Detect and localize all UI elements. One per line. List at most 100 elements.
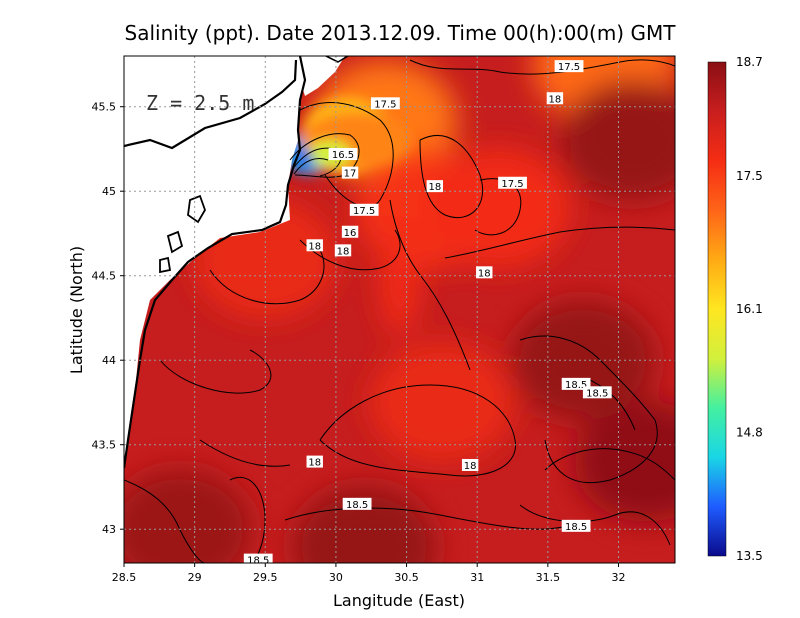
contour-label-box bbox=[426, 180, 444, 193]
colorbar-tick-17.5: 17.5 bbox=[736, 169, 763, 183]
contour-label-0: 17.5 bbox=[554, 60, 584, 73]
x-tick-label-30.5: 30.5 bbox=[394, 571, 419, 584]
colorbar-tick-13.5: 13.5 bbox=[736, 549, 763, 563]
contour-label-15: 18 bbox=[461, 458, 479, 472]
y-tick-label-43.5: 43.5 bbox=[92, 439, 117, 452]
y-tick-label-44: 44 bbox=[102, 354, 116, 367]
contour-label-box bbox=[561, 519, 591, 532]
y-tick-label-45.5: 45.5 bbox=[92, 101, 117, 114]
x-tick-label-29: 29 bbox=[188, 571, 202, 584]
contour-label-box bbox=[341, 166, 359, 179]
lagoon-shore bbox=[124, 59, 298, 150]
contour-label-text: 18 bbox=[549, 94, 562, 105]
y-tick-label-43: 43 bbox=[102, 523, 116, 536]
contour-label-box bbox=[341, 225, 359, 238]
contour-label-4: 17 bbox=[341, 166, 359, 180]
contour-label-text: 18 bbox=[478, 268, 491, 279]
plot-frame bbox=[123, 55, 676, 564]
chart-title: Salinity (ppt). Date 2013.12.09. Time 00… bbox=[125, 21, 677, 45]
contour-label-box bbox=[342, 497, 372, 510]
contour-label-7: 17.5 bbox=[349, 203, 379, 217]
contour-label-16: 18.5 bbox=[342, 497, 372, 511]
contour-label-text: 18.5 bbox=[346, 500, 368, 511]
contour-label-box bbox=[554, 60, 584, 73]
x-tick-label-32: 32 bbox=[611, 571, 625, 584]
depth-annotation: Z = 2.5 m bbox=[146, 91, 254, 115]
contour-label-text: 18.5 bbox=[586, 388, 608, 399]
x-tick-label-30: 30 bbox=[329, 571, 343, 584]
contour-label-box bbox=[349, 203, 379, 216]
contour-label-text: 18.5 bbox=[565, 522, 587, 533]
contour-label-box bbox=[370, 97, 400, 110]
contour-label-text: 18 bbox=[464, 461, 477, 472]
contour-label-box bbox=[243, 553, 273, 563]
contour-label-box bbox=[461, 458, 479, 471]
contour-label-9: 18 bbox=[306, 239, 323, 252]
salinity-high-11 bbox=[292, 486, 437, 563]
contour-label-text: 16.5 bbox=[332, 150, 354, 161]
colorbar-tick-16.1: 16.1 bbox=[736, 302, 763, 316]
contour-label-text: 17.5 bbox=[501, 179, 523, 190]
x-tick-label-29.5: 29.5 bbox=[253, 571, 278, 584]
contour-label-14: 18 bbox=[306, 455, 323, 469]
contour-label-8: 16 bbox=[341, 225, 359, 239]
contour-label-text: 16 bbox=[344, 228, 357, 239]
contour-label-box bbox=[582, 386, 612, 399]
x-tick-label-31: 31 bbox=[470, 571, 484, 584]
contour-label-1: 18 bbox=[546, 92, 564, 105]
y-tick-label-44.5: 44.5 bbox=[92, 270, 117, 283]
colorbar-ticks: 13.5 14.8 16.1 17.5 18.7 bbox=[736, 55, 763, 563]
colorbar bbox=[707, 61, 727, 557]
north-shore bbox=[325, 56, 349, 63]
contour-label-2: 17.5 bbox=[370, 97, 400, 110]
salinity-high-9 bbox=[574, 401, 675, 522]
y-tick-label-45: 45 bbox=[102, 185, 116, 198]
contour-label-text: 18 bbox=[308, 241, 321, 252]
salinity-field bbox=[124, 56, 675, 563]
contour-label-box bbox=[498, 176, 527, 189]
x-axis-label: Langitude (East) bbox=[333, 591, 465, 610]
contour-label-13: 18.5 bbox=[582, 386, 612, 399]
contour-label-box bbox=[476, 266, 493, 279]
contour-label-text: 17.5 bbox=[558, 62, 580, 73]
contour-label-17: 18.5 bbox=[561, 519, 591, 533]
salinity-low-6 bbox=[426, 148, 571, 269]
contour-label-box bbox=[546, 92, 564, 105]
contour-label-text: 17.5 bbox=[374, 99, 396, 110]
contour-label-text: 18 bbox=[428, 182, 441, 193]
contour-label-text: 17 bbox=[344, 169, 357, 180]
y-axis-ticks: 43 43.5 44 44.5 45 45.5 bbox=[92, 101, 124, 536]
salinity-high-13 bbox=[560, 80, 675, 201]
land-mask bbox=[124, 56, 305, 468]
contour-label-box bbox=[306, 455, 323, 468]
x-tick-label-28.5: 28.5 bbox=[112, 571, 137, 584]
colorbar-tick-18.7: 18.7 bbox=[736, 55, 763, 69]
inland-lakes bbox=[159, 194, 206, 274]
contour-label-box bbox=[328, 148, 358, 161]
contour-label-text: 17.5 bbox=[353, 206, 375, 217]
contour-label-5: 18 bbox=[426, 180, 444, 193]
salinity-low-7 bbox=[369, 342, 514, 463]
x-axis-ticks: 28.5 29 29.5 30 30.5 31 31.5 32 bbox=[112, 563, 625, 584]
contour-label-box bbox=[334, 244, 352, 257]
contour-label-text: 18.5 bbox=[247, 556, 269, 567]
contour-label-text: 18 bbox=[337, 246, 350, 257]
salinity-high-10 bbox=[511, 300, 656, 421]
contour-label-10: 18 bbox=[334, 244, 352, 257]
contour-label-text: 18.5 bbox=[565, 380, 587, 391]
salinity-high-12 bbox=[124, 469, 253, 563]
contour-label-box bbox=[306, 239, 323, 252]
x-tick-label-31.5: 31.5 bbox=[536, 571, 561, 584]
contour-label-11: 18 bbox=[476, 266, 493, 279]
land-mask-north bbox=[300, 56, 345, 96]
contour-label-text: 18 bbox=[308, 458, 321, 469]
contour-label-6: 17.5 bbox=[498, 176, 527, 190]
y-axis-label: Latitude (North) bbox=[67, 246, 86, 374]
contour-label-18: 18.5 bbox=[243, 553, 273, 567]
coastline bbox=[124, 56, 307, 469]
contour-label-3: 16.5 bbox=[328, 148, 358, 161]
colorbar-tick-14.8: 14.8 bbox=[736, 426, 763, 440]
